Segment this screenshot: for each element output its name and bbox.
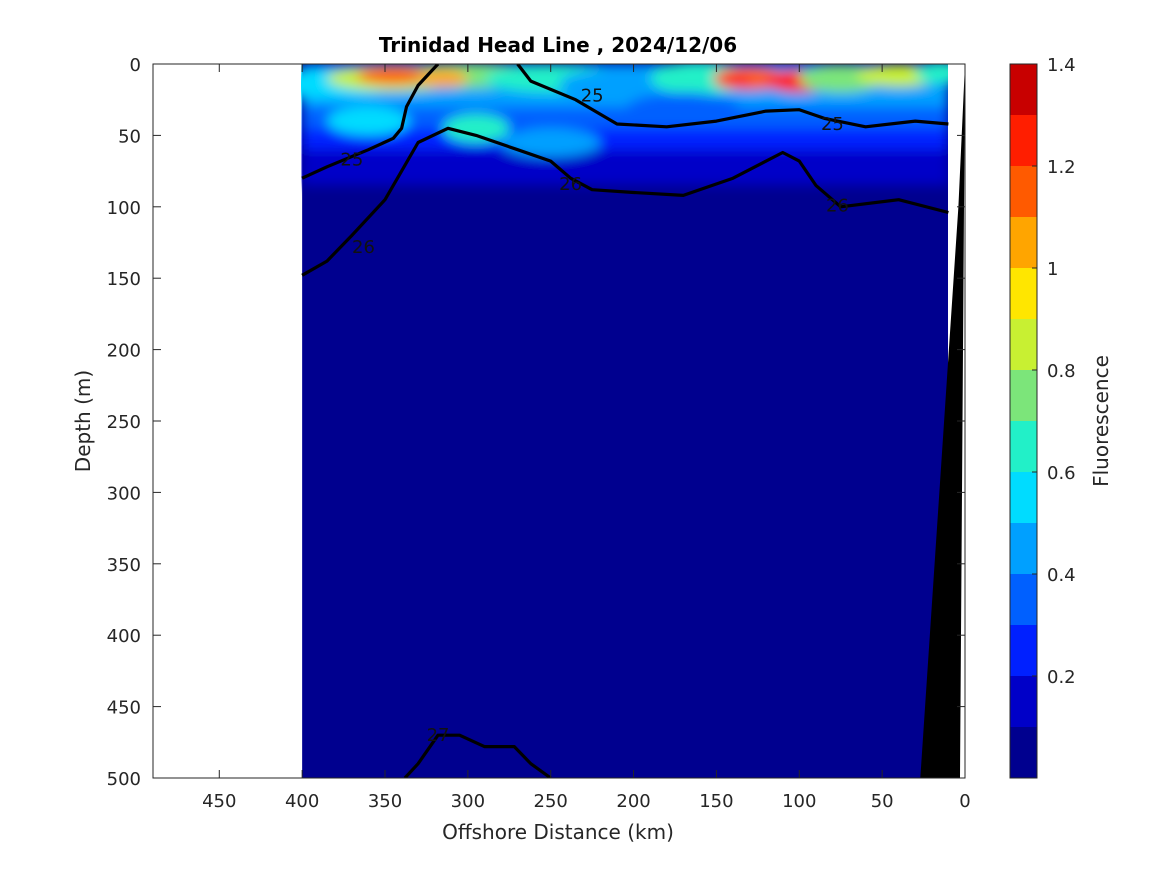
colorbar-segment bbox=[1010, 523, 1037, 574]
colorbar-tick-label: 0.6 bbox=[1047, 463, 1076, 484]
colorbar-segment bbox=[1010, 625, 1037, 676]
y-tick-label: 150 bbox=[107, 269, 141, 290]
field-blob bbox=[716, 73, 750, 89]
colorbar-tick-label: 1 bbox=[1047, 259, 1058, 280]
contour-line-26 bbox=[301, 126, 949, 277]
x-tick-label: 50 bbox=[871, 791, 894, 812]
colorbar-tick-label: 0.4 bbox=[1047, 565, 1076, 586]
field-blob bbox=[356, 66, 430, 84]
seafloor-mask bbox=[920, 64, 965, 778]
colorbar-segment bbox=[1010, 217, 1037, 268]
field-gradient bbox=[301, 64, 948, 186]
contour-label: 25 bbox=[821, 114, 844, 135]
colorbar-label: Fluorescence bbox=[1089, 355, 1113, 487]
x-tick-label: 150 bbox=[699, 791, 733, 812]
colorbar-segment bbox=[1010, 676, 1037, 727]
colorbar: 0.2 0.4 0.6 0.8 1 1.2 1.4 bbox=[1009, 55, 1076, 779]
x-tick-label: 100 bbox=[782, 791, 816, 812]
y-tick-label: 300 bbox=[107, 483, 141, 504]
bottom-mask bbox=[920, 64, 965, 778]
chart-title: Trinidad Head Line , 2024/12/06 bbox=[379, 33, 737, 57]
x-tick-label: 200 bbox=[616, 791, 650, 812]
colorbar-segment bbox=[1010, 115, 1037, 166]
y-axis-ticks: 0 50 100 150 200 250 300 350 400 450 500 bbox=[107, 55, 965, 790]
contour-label: 25 bbox=[340, 150, 363, 171]
y-tick-label: 0 bbox=[130, 55, 141, 76]
colorbar-tick-label: 1.2 bbox=[1047, 157, 1076, 178]
fluorescence-field bbox=[301, 64, 948, 778]
contour-line-25 bbox=[301, 64, 440, 180]
colorbar-segment bbox=[1010, 574, 1037, 625]
y-tick-label: 250 bbox=[107, 412, 141, 433]
field-blob bbox=[625, 92, 742, 127]
colorbar-segment bbox=[1010, 64, 1037, 115]
colorbar-frame bbox=[1009, 63, 1038, 779]
colorbar-tick-label: 0.8 bbox=[1047, 361, 1076, 382]
x-tick-label: 0 bbox=[959, 791, 970, 812]
x-tick-label: 450 bbox=[202, 791, 236, 812]
colorbar-segment bbox=[1010, 268, 1037, 319]
field-blob bbox=[501, 128, 601, 157]
y-tick-label: 100 bbox=[107, 198, 141, 219]
x-tick-label: 350 bbox=[368, 791, 402, 812]
contour-label: 27 bbox=[427, 725, 450, 746]
y-axis-label: Depth (m) bbox=[71, 370, 95, 472]
colorbar-segment bbox=[1010, 421, 1037, 472]
colorbar-segment bbox=[1010, 370, 1037, 421]
y-tick-label: 500 bbox=[107, 769, 141, 790]
field-blob bbox=[327, 106, 410, 136]
colorbar-segment bbox=[1010, 319, 1037, 370]
density-contours: 25 25 25 26 26 26 27 bbox=[301, 64, 949, 778]
colorbar-segment bbox=[1010, 472, 1037, 523]
contour-line-25 bbox=[516, 64, 949, 129]
y-tick-label: 50 bbox=[118, 126, 141, 147]
x-tick-label: 300 bbox=[451, 791, 485, 812]
field-blob bbox=[559, 69, 675, 99]
colorbar-tick-label: 1.4 bbox=[1047, 55, 1076, 76]
field-blob bbox=[915, 64, 948, 84]
y-tick-label: 400 bbox=[107, 626, 141, 647]
contour-label: 25 bbox=[581, 85, 604, 106]
y-tick-label: 350 bbox=[107, 555, 141, 576]
field-blob bbox=[443, 113, 510, 143]
contour-line-27 bbox=[403, 733, 552, 778]
y-tick-label: 200 bbox=[107, 341, 141, 362]
contour-label: 26 bbox=[826, 195, 849, 216]
colorbar-segment bbox=[1010, 166, 1037, 217]
x-axis-ticks: 450 400 350 300 250 200 150 100 50 0 bbox=[202, 64, 971, 812]
plot-area: 25 25 25 26 26 26 27 bbox=[152, 63, 966, 779]
x-axis-label: Offshore Distance (km) bbox=[442, 820, 674, 844]
colorbar-tick-label: 0.2 bbox=[1047, 667, 1076, 688]
contour-label: 26 bbox=[352, 237, 375, 258]
x-tick-label: 250 bbox=[534, 791, 568, 812]
contour-label: 26 bbox=[559, 174, 582, 195]
colorbar-segment bbox=[1010, 727, 1037, 778]
y-tick-label: 450 bbox=[107, 698, 141, 719]
x-tick-label: 400 bbox=[285, 791, 319, 812]
